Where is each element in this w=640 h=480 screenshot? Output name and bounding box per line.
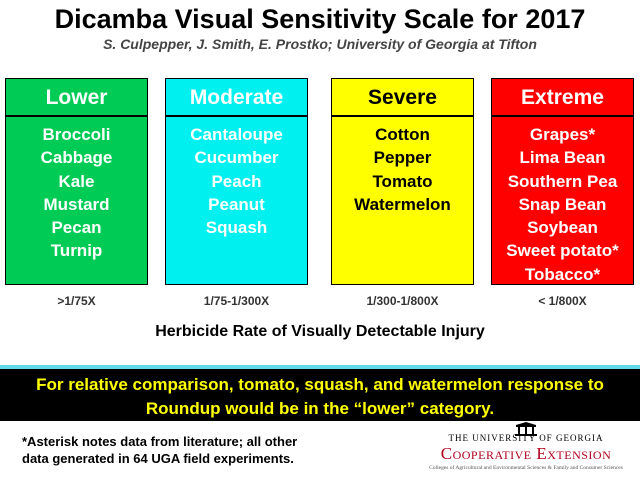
rate-label-moderate: 1/75-1/300X: [203, 294, 270, 308]
crop-item: Sweet potato*: [506, 241, 619, 261]
crop-item: Cantaloupe: [190, 125, 283, 144]
logo-extension-name: Cooperative Extension: [440, 444, 612, 463]
crop-list: Broccoli Cabbage Kale Mustard Pecan Turnip: [6, 117, 147, 263]
logo-university-name: THE UNIVERSITY OF GEORGIA: [448, 433, 604, 443]
logo-tagline: Colleges of Agricultural and Environment…: [429, 465, 623, 471]
sensitivity-column-extreme: Extreme Grapes* Lima Bean Southern Pea Snap …: [491, 78, 634, 285]
authors-subtitle: S. Culpepper, J. Smith, E. Prostko; Univ…: [103, 36, 537, 52]
crop-list: Cantaloupe Cucumber Peach Peanut Squash: [166, 117, 307, 239]
banner-line-2: Roundup would be in the “lower” category…: [145, 399, 495, 418]
column-heading: Lower: [6, 79, 147, 117]
crop-item: Tobacco*: [524, 264, 601, 284]
crop-item: Kale: [58, 171, 95, 191]
column-heading: Severe: [332, 79, 473, 117]
crop-item: Watermelon: [354, 194, 451, 214]
column-heading: Extreme: [492, 79, 633, 117]
column-heading: Moderate: [166, 79, 307, 117]
crop-item: Tomato: [372, 171, 433, 191]
footnote-line-1: *Asterisk notes data from literature; al…: [22, 434, 298, 449]
crop-item: Turnip: [50, 241, 103, 261]
roundup-comparison-banner: For relative comparison, tomato, squash,…: [0, 365, 640, 421]
page-title: Dicamba Visual Sensitivity Scale for 201…: [54, 4, 586, 34]
uga-extension-logo: THE UNIVERSITY OF GEORGIA Cooperative Ex…: [420, 422, 632, 478]
crop-item: Broccoli: [42, 125, 111, 144]
crop-list: Grapes* Lima Bean Southern Pea Snap Bean Soy…: [492, 117, 633, 286]
crop-item: Southern Pea: [507, 171, 618, 191]
rate-label-lower: >1/75X: [57, 294, 96, 308]
crop-item: Pepper: [373, 148, 432, 168]
crop-item: Soybean: [527, 218, 598, 238]
crop-list: Cotton Pepper Tomato Watermelon: [332, 117, 473, 216]
crop-item: Cucumber: [194, 148, 279, 168]
banner-line-1: For relative comparison, tomato, squash,…: [36, 375, 604, 394]
sensitivity-column-lower: Lower Broccoli Cabbage Kale Mustard Pecan Turn…: [5, 78, 148, 285]
crop-item: Lima Bean: [519, 148, 606, 168]
asterisk-footnote: *Asterisk notes data from literature; al…: [22, 433, 382, 467]
crop-item: Mustard: [43, 194, 110, 214]
crop-item: Cabbage: [40, 148, 113, 168]
crop-item: Cotton: [375, 125, 430, 144]
crop-item: Snap Bean: [518, 194, 607, 214]
rate-caption: Herbicide Rate of Visually Detectable In…: [155, 323, 485, 340]
crop-item: Peach: [211, 171, 262, 191]
sensitivity-column-severe: Severe Cotton Pepper Tomato Watermelon: [331, 78, 474, 285]
footnote-line-2: data generated in 64 UGA field experimen…: [22, 451, 294, 466]
crop-item: Squash: [205, 218, 268, 238]
rate-label-severe: 1/300-1/800X: [366, 294, 439, 308]
crop-item: Pecan: [51, 218, 102, 238]
rate-label-extreme: < 1/800X: [538, 294, 587, 308]
crop-item: Peanut: [208, 194, 265, 214]
sensitivity-column-moderate: Moderate Cantaloupe Cucumber Peach Peanut Squ…: [165, 78, 308, 285]
crop-item: Grapes*: [529, 125, 596, 144]
arch-icon: [515, 422, 537, 436]
